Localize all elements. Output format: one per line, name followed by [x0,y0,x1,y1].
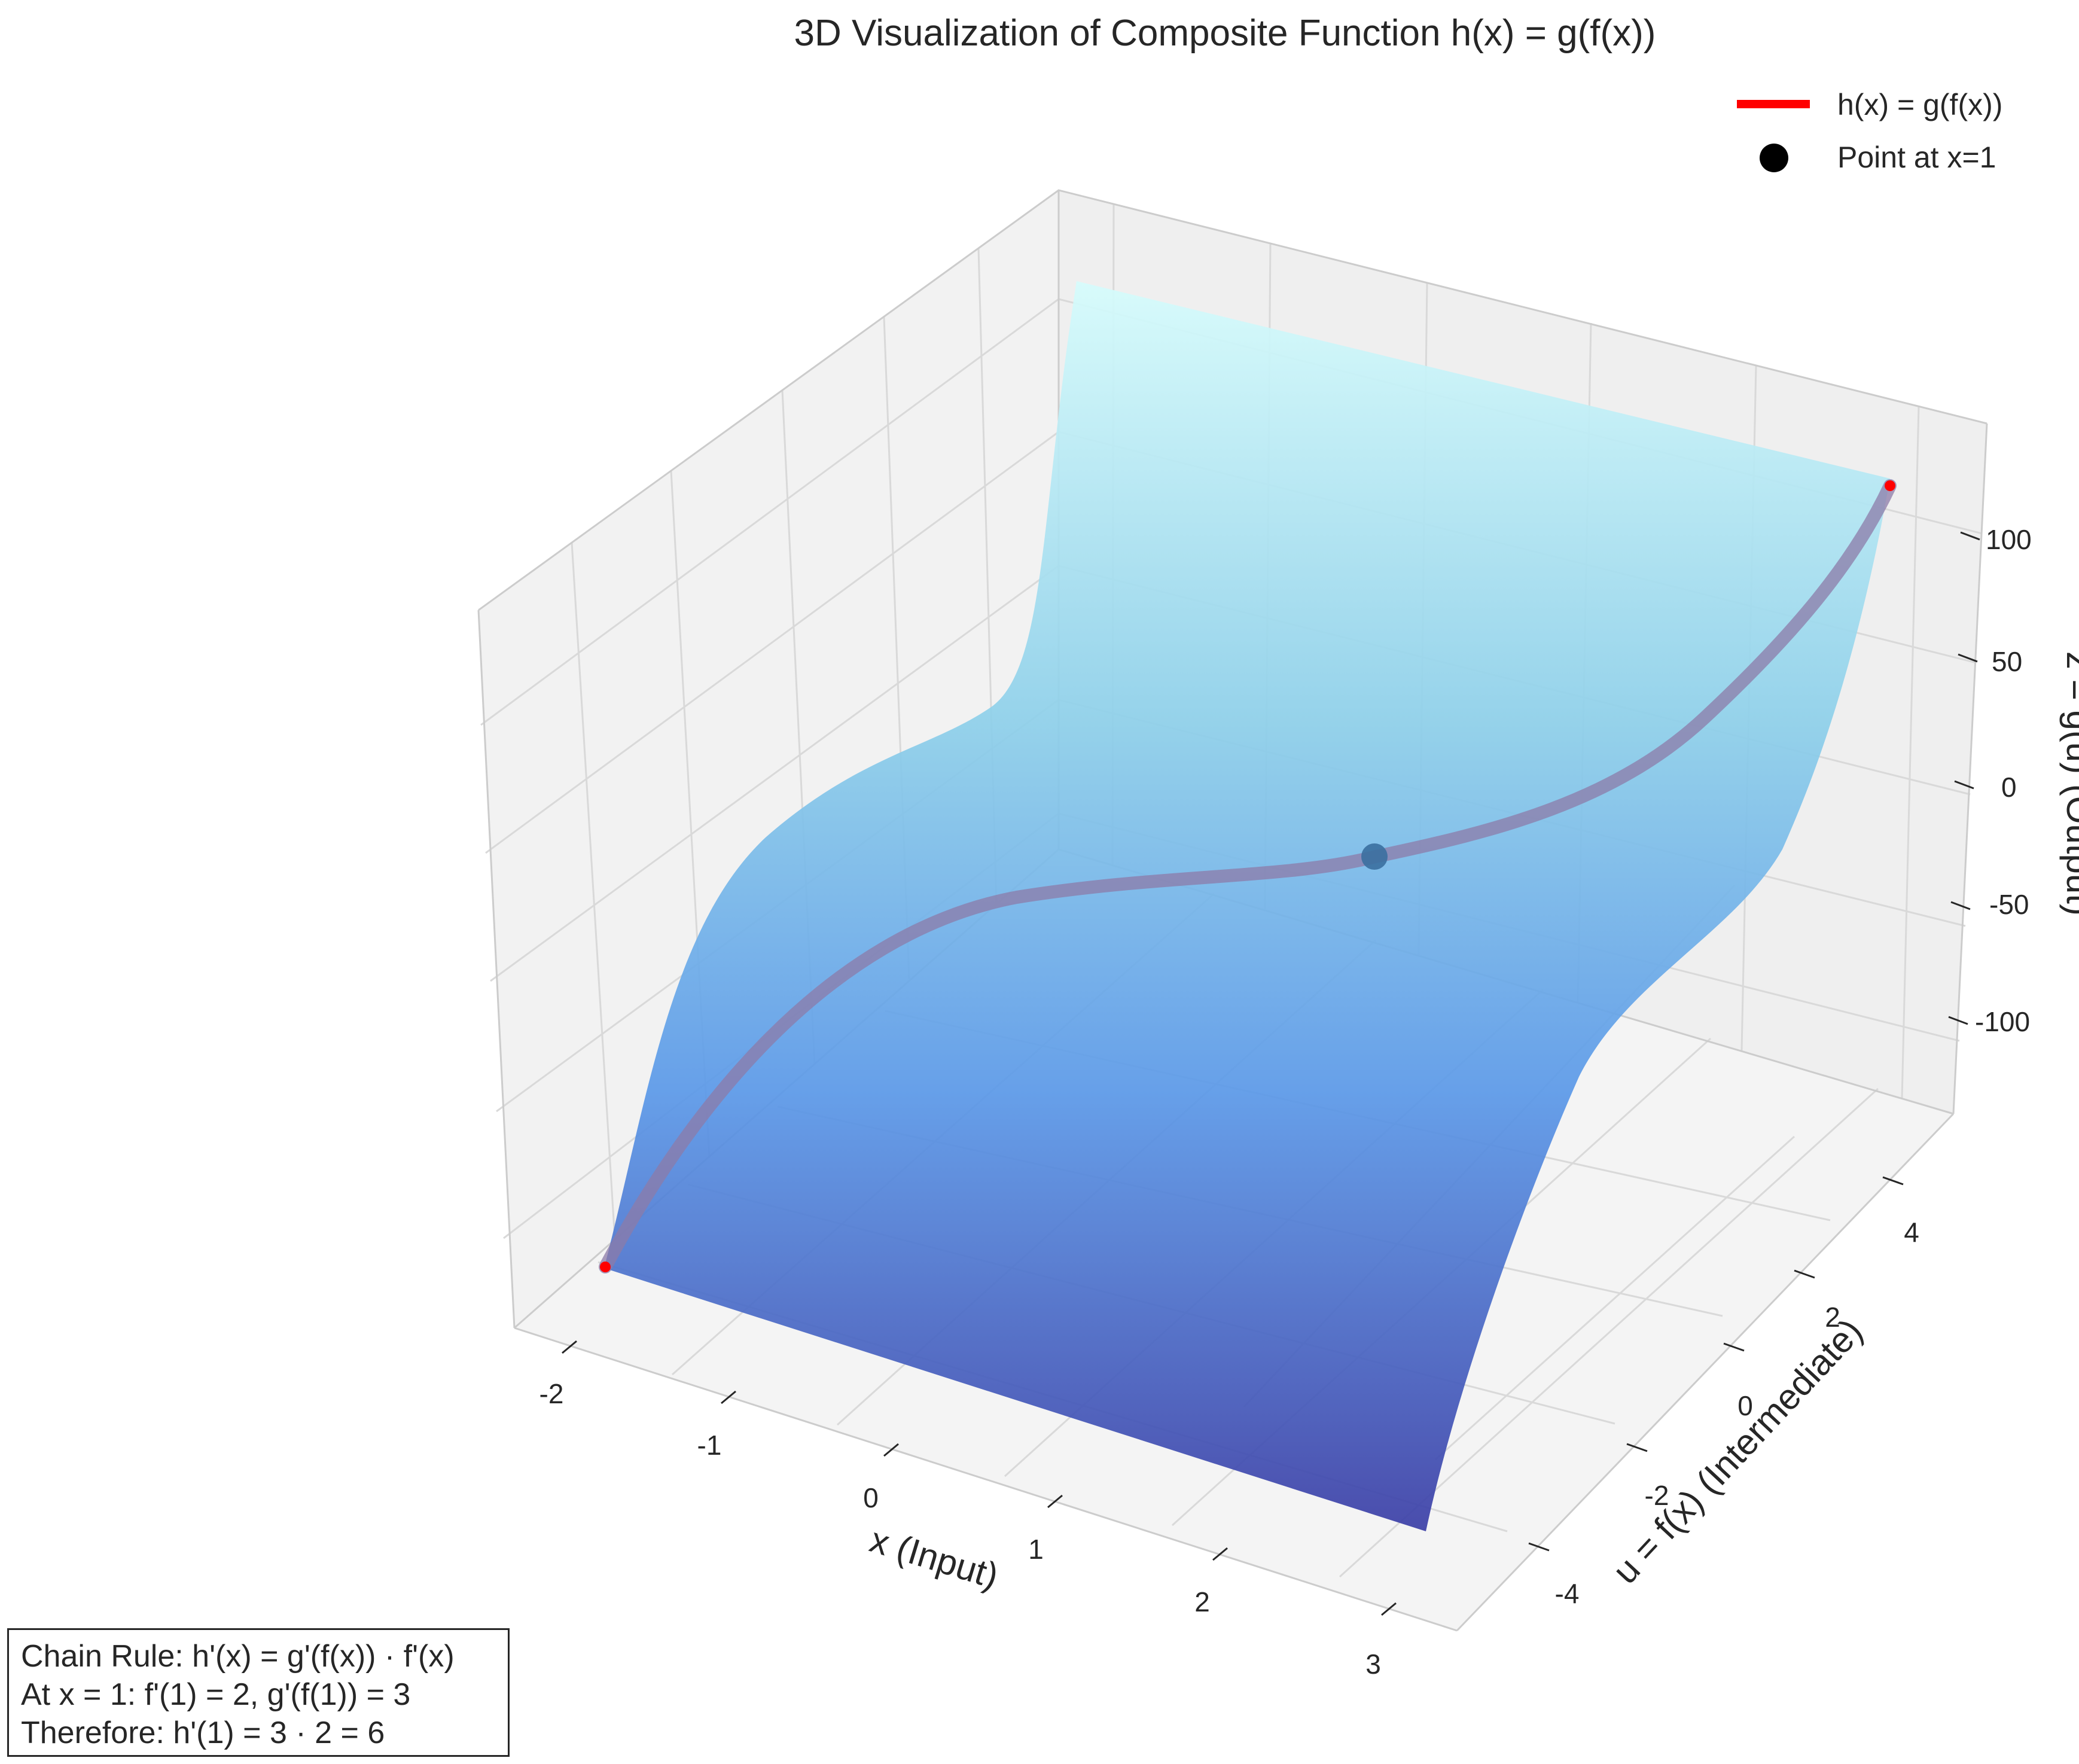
back-wall-left [478,190,1059,1328]
z-tick-label: 0 [2001,772,2017,803]
surface-plot [604,281,1890,1531]
x-tick-label: 2 [1194,1586,1210,1617]
legend-label: h(x) = g(f(x)) [1837,88,2002,121]
composite-curve [599,479,1897,1274]
z-axis: 100 50 0 -50 -100 z = g(u) (Output) [1948,524,2079,1037]
z-tick-label: -100 [1975,1006,2030,1037]
z-axis-label: z = g(u) (Output) [2059,651,2079,916]
z-tick-label: 100 [1986,524,2032,555]
x-tick-label: 1 [1028,1534,1044,1565]
u-tick-label: 2 [1825,1302,1840,1333]
x-axis-label: x (Input) [865,1519,1003,1596]
surface-mesh [604,281,1890,1531]
chart-title: 3D Visualization of Composite Function h… [794,13,1656,54]
curve-h-of-x [599,479,1897,1274]
point-at-x-1 [1361,843,1388,870]
legend-label: Point at x=1 [1837,141,1996,174]
u-tick-label: -2 [1645,1480,1669,1511]
x-tick-label: 3 [1365,1649,1381,1680]
x-tick-label: -1 [697,1430,722,1461]
curve-end-marker [1885,480,1895,491]
annotation-line: Chain Rule: h'(x) = g'(f(x)) · f'(x) [21,1639,455,1674]
curve-start-marker [600,1262,611,1272]
legend-dot-marker [1760,144,1788,172]
z-tick-label: -50 [1989,889,2029,920]
annotation-line: At x = 1: f'(1) = 2, g'(f(1)) = 3 [21,1677,411,1712]
u-tick-label: 4 [1904,1217,1919,1248]
x-tick-label: -2 [539,1378,564,1409]
z-tick-label: 50 [1992,646,2022,677]
x-tick-label: 0 [863,1482,879,1513]
chain-rule-annotation-box: Chain Rule: h'(x) = g'(f(x)) · f'(x) At … [7,1628,510,1757]
u-tick-label: 0 [1737,1390,1753,1421]
annotation-line: Therefore: h'(1) = 3 · 2 = 6 [21,1716,385,1750]
legend: h(x) = g(f(x)) Point at x=1 [1737,88,2002,174]
u-tick-label: -4 [1555,1578,1580,1609]
